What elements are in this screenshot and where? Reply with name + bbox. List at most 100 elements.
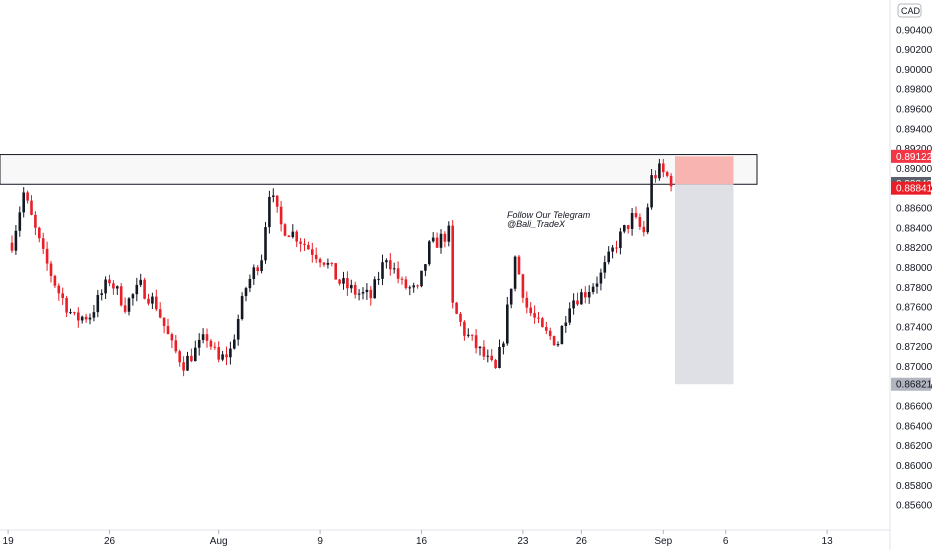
candle-body [260,260,263,272]
candle-body [88,317,92,320]
candle-body [572,300,575,309]
candle-body [428,241,431,265]
candle-body [490,355,493,361]
x-tick-label: 19 [3,536,15,547]
candle-body [53,275,57,286]
candle-body [447,225,451,242]
candle-body [646,207,649,233]
candle-body [338,279,341,284]
resistance-zone-layer [0,154,758,185]
y-tick-label: 0.87600 [896,303,932,314]
candle-body [326,262,330,265]
candle-body [10,242,14,251]
candle-body [45,248,49,264]
candle-body [330,262,334,264]
candle-body [38,227,41,239]
candle-body [385,260,388,263]
candle-body [34,214,37,228]
candle-body [307,244,310,250]
candle-body [658,163,661,179]
candle-body [630,213,634,229]
candle-body [478,346,482,349]
candle-body [77,312,80,321]
candle-body [556,344,560,346]
candle-body [233,339,236,349]
candle-body [568,308,571,323]
currency-badge[interactable]: CAD [897,3,922,18]
candle-body [225,354,228,358]
annotation-line-2: @Bali_TradeX [507,219,566,229]
candle-body [342,278,345,284]
candle-body [642,226,646,233]
y-tick-label: 0.87800 [896,283,932,294]
candle-body [194,347,197,362]
y-tick-label: 0.90200 [896,45,932,56]
candle-body [229,348,232,358]
candle-body [529,307,532,314]
y-tick-label: 0.88400 [896,223,932,234]
candle-body [158,309,162,318]
candle-body [439,233,443,248]
candle-body [244,288,248,297]
x-tick-label: Sep [654,536,672,547]
candle-body [108,279,111,284]
candle-body [295,231,298,242]
y-tick-label: 0.86400 [896,421,932,432]
candle-body [400,278,404,280]
candle-body [392,268,396,270]
x-axis-ticks: 19 26 Aug 9 16 23 26 Sep 6 13 [3,530,833,547]
candle-body [303,243,306,245]
candle-body [654,175,657,179]
candle-body [416,285,419,287]
candle-body [607,251,610,263]
candle-body [147,298,150,304]
candle-body [509,288,513,305]
candle-body [18,212,22,231]
candle-body [545,327,548,331]
candle-body [252,267,256,280]
candle-body [264,227,267,261]
candle-body [279,206,283,225]
currency-badge-box [897,3,922,18]
candle-body [517,256,521,275]
candle-body [268,196,271,228]
price-label-text: 0.88841 [896,184,932,195]
candle-body [498,347,501,368]
candle-body [451,225,454,303]
candle-body [22,192,25,213]
candle-body [350,284,353,289]
candle-body [474,335,478,349]
candle-body [650,175,653,208]
candle-body [591,286,595,292]
candle-body [482,346,486,357]
candle-body [272,195,275,197]
candle-body [166,326,170,335]
candle-body [486,355,490,357]
candle-body [104,279,107,294]
candle-body [299,241,302,244]
candle-body [431,237,435,242]
candle-body [396,268,400,279]
candle-body [170,334,174,341]
y-tick-label: 0.87400 [896,322,932,333]
candle-body [463,321,466,336]
candle-body [283,224,287,236]
candle-body [533,313,536,318]
candle-body [49,263,53,276]
candle-body [80,316,84,321]
candle-body [155,296,158,310]
candle-body [521,274,525,298]
candle-body [92,312,96,318]
candle-body [525,297,529,308]
y-tick-label: 0.90000 [896,65,932,76]
candle-body [552,336,556,346]
y-tick-label: 0.86000 [896,461,932,472]
candle-body [584,292,587,298]
candle-body [69,312,72,314]
candle-body [470,334,474,336]
price-label-text: 0.86821 [896,380,932,391]
y-tick-label: 0.85800 [896,481,932,492]
candle-body [389,260,392,270]
candle-body [139,279,142,285]
